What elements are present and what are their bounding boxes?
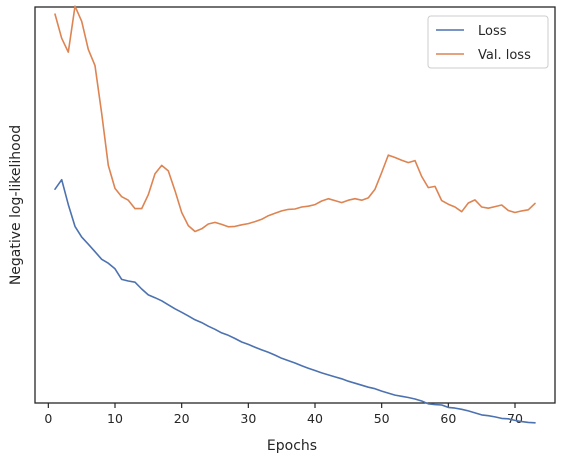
legend-label: Loss	[478, 24, 507, 39]
series-line-val-loss	[54, 5, 536, 233]
plot-area	[34, 6, 556, 404]
x-tick-label: 40	[307, 411, 323, 426]
legend: Loss Val. loss	[427, 15, 549, 69]
x-axis: 0 10 20 30 40 50 60 70	[44, 403, 523, 426]
y-axis-label: Negative log-likelihood	[8, 125, 24, 285]
x-tick-label: 0	[44, 411, 52, 426]
x-axis-label: Epochs	[267, 438, 317, 454]
series-line-loss	[54, 178, 536, 424]
series-lines	[54, 5, 536, 424]
x-tick-label: 20	[174, 411, 190, 426]
x-tick-label: 60	[440, 411, 456, 426]
x-tick-label: 70	[507, 411, 523, 426]
x-tick-label: 30	[240, 411, 256, 426]
x-tick-label: 10	[107, 411, 123, 426]
x-tick-label: 50	[374, 411, 390, 426]
legend-label: Val. loss	[478, 48, 531, 63]
legend-box	[427, 15, 549, 69]
